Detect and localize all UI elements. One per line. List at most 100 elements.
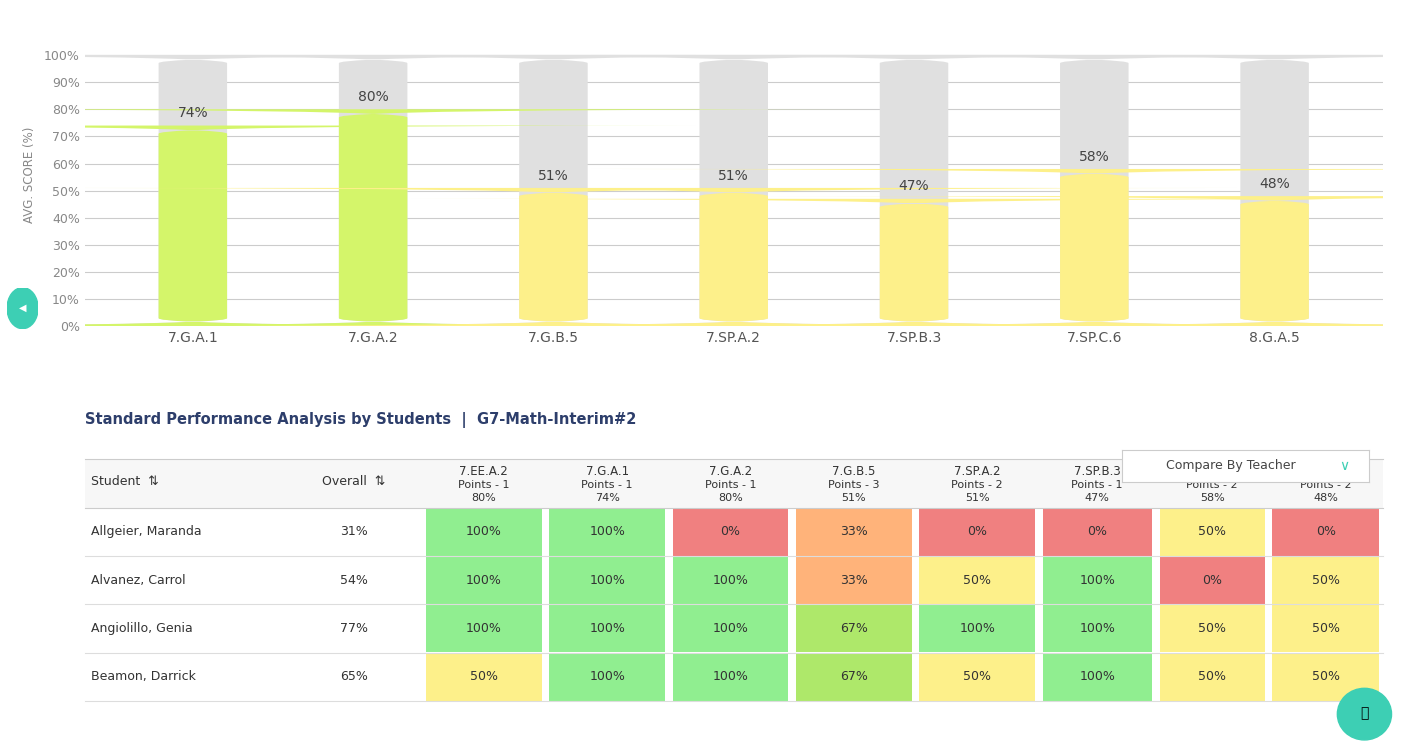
Text: Points - 1: Points - 1 <box>704 480 756 489</box>
Text: 7.SP.B.3: 7.SP.B.3 <box>1074 465 1120 478</box>
Text: 100%: 100% <box>466 525 502 539</box>
Text: 7.EE.A.2: 7.EE.A.2 <box>460 465 508 478</box>
FancyBboxPatch shape <box>0 109 880 326</box>
Text: 51%: 51% <box>538 169 569 182</box>
Text: Standard Performance Analysis by Students  |  G7-Math-Interim#2: Standard Performance Analysis by Student… <box>85 412 636 428</box>
FancyBboxPatch shape <box>673 508 789 556</box>
Text: 100%: 100% <box>590 622 625 635</box>
Text: 58%: 58% <box>1079 149 1109 164</box>
Text: 74%: 74% <box>594 493 619 503</box>
Text: Points - 1: Points - 1 <box>1071 480 1123 489</box>
FancyBboxPatch shape <box>426 508 542 556</box>
FancyBboxPatch shape <box>673 557 789 604</box>
Text: 80%: 80% <box>471 493 497 503</box>
FancyBboxPatch shape <box>1043 605 1151 652</box>
FancyBboxPatch shape <box>1043 508 1151 556</box>
Text: 67%: 67% <box>840 670 868 684</box>
FancyBboxPatch shape <box>47 188 1060 326</box>
FancyBboxPatch shape <box>920 653 1034 701</box>
FancyBboxPatch shape <box>796 605 912 652</box>
Text: 48%: 48% <box>1314 493 1338 503</box>
Text: 100%: 100% <box>590 525 625 539</box>
Text: 8.G.A.5: 8.G.A.5 <box>1304 465 1348 478</box>
Text: Points - 1: Points - 1 <box>459 480 509 489</box>
Text: 50%: 50% <box>1312 574 1339 586</box>
Text: Allgeier, Maranda: Allgeier, Maranda <box>92 525 202 539</box>
FancyBboxPatch shape <box>549 557 665 604</box>
Text: 0%: 0% <box>1202 574 1222 586</box>
Text: 47%: 47% <box>1085 493 1109 503</box>
FancyBboxPatch shape <box>1160 653 1264 701</box>
Text: 50%: 50% <box>964 574 991 586</box>
FancyBboxPatch shape <box>0 125 700 326</box>
Text: 7.G.A.1: 7.G.A.1 <box>586 465 629 478</box>
Text: 7.G.A.2: 7.G.A.2 <box>708 465 752 478</box>
FancyBboxPatch shape <box>426 605 542 652</box>
FancyBboxPatch shape <box>768 55 1411 326</box>
FancyBboxPatch shape <box>587 55 1411 326</box>
Text: ∨: ∨ <box>1339 459 1349 473</box>
Text: 80%: 80% <box>718 493 742 503</box>
FancyBboxPatch shape <box>426 557 542 604</box>
FancyBboxPatch shape <box>549 653 665 701</box>
Text: 50%: 50% <box>1198 670 1226 684</box>
Text: 7.G.B.5: 7.G.B.5 <box>832 465 875 478</box>
FancyBboxPatch shape <box>408 55 1411 326</box>
Text: 50%: 50% <box>470 670 498 684</box>
Text: 51%: 51% <box>965 493 989 503</box>
FancyBboxPatch shape <box>1043 557 1151 604</box>
FancyBboxPatch shape <box>673 653 789 701</box>
Text: 0%: 0% <box>721 525 741 539</box>
FancyBboxPatch shape <box>796 508 912 556</box>
Text: 100%: 100% <box>1079 622 1115 635</box>
Text: 7.SP.A.2: 7.SP.A.2 <box>954 465 1000 478</box>
FancyBboxPatch shape <box>549 605 665 652</box>
FancyBboxPatch shape <box>47 55 1060 326</box>
Text: Points - 2: Points - 2 <box>951 480 1003 489</box>
FancyBboxPatch shape <box>1273 653 1379 701</box>
Text: 100%: 100% <box>590 574 625 586</box>
Text: Points - 2: Points - 2 <box>1187 480 1237 489</box>
Text: 33%: 33% <box>840 574 868 586</box>
Text: 50%: 50% <box>1312 622 1339 635</box>
Text: Alvanez, Carrol: Alvanez, Carrol <box>92 574 186 586</box>
Text: 77%: 77% <box>340 622 368 635</box>
Text: 0%: 0% <box>1088 525 1108 539</box>
FancyBboxPatch shape <box>920 605 1034 652</box>
Text: 100%: 100% <box>713 670 748 684</box>
Text: Compare By Teacher: Compare By Teacher <box>1165 459 1295 472</box>
Text: 47%: 47% <box>899 179 930 193</box>
Circle shape <box>7 288 38 329</box>
FancyBboxPatch shape <box>1273 557 1379 604</box>
FancyBboxPatch shape <box>920 557 1034 604</box>
FancyBboxPatch shape <box>1160 508 1264 556</box>
Text: ◀: ◀ <box>18 303 27 313</box>
Text: 67%: 67% <box>840 622 868 635</box>
FancyBboxPatch shape <box>587 169 1411 326</box>
FancyBboxPatch shape <box>768 196 1411 326</box>
Text: Points - 1: Points - 1 <box>581 480 634 489</box>
Text: 54%: 54% <box>340 574 368 586</box>
Text: 50%: 50% <box>964 670 991 684</box>
FancyBboxPatch shape <box>0 55 700 326</box>
FancyBboxPatch shape <box>227 188 1240 326</box>
Text: 50%: 50% <box>1312 670 1339 684</box>
FancyBboxPatch shape <box>920 508 1034 556</box>
Text: 51%: 51% <box>841 493 866 503</box>
FancyBboxPatch shape <box>1043 653 1151 701</box>
FancyBboxPatch shape <box>1273 508 1379 556</box>
Text: 80%: 80% <box>358 90 388 104</box>
FancyBboxPatch shape <box>85 459 1383 508</box>
FancyBboxPatch shape <box>796 653 912 701</box>
FancyBboxPatch shape <box>796 557 912 604</box>
Text: 100%: 100% <box>713 574 748 586</box>
Text: 0%: 0% <box>1315 525 1336 539</box>
Text: 58%: 58% <box>1199 493 1225 503</box>
FancyBboxPatch shape <box>1273 605 1379 652</box>
Text: 65%: 65% <box>340 670 368 684</box>
Text: 33%: 33% <box>840 525 868 539</box>
FancyBboxPatch shape <box>549 508 665 556</box>
Text: Beamon, Darrick: Beamon, Darrick <box>92 670 196 684</box>
Text: 50%: 50% <box>1198 622 1226 635</box>
FancyBboxPatch shape <box>0 55 880 326</box>
